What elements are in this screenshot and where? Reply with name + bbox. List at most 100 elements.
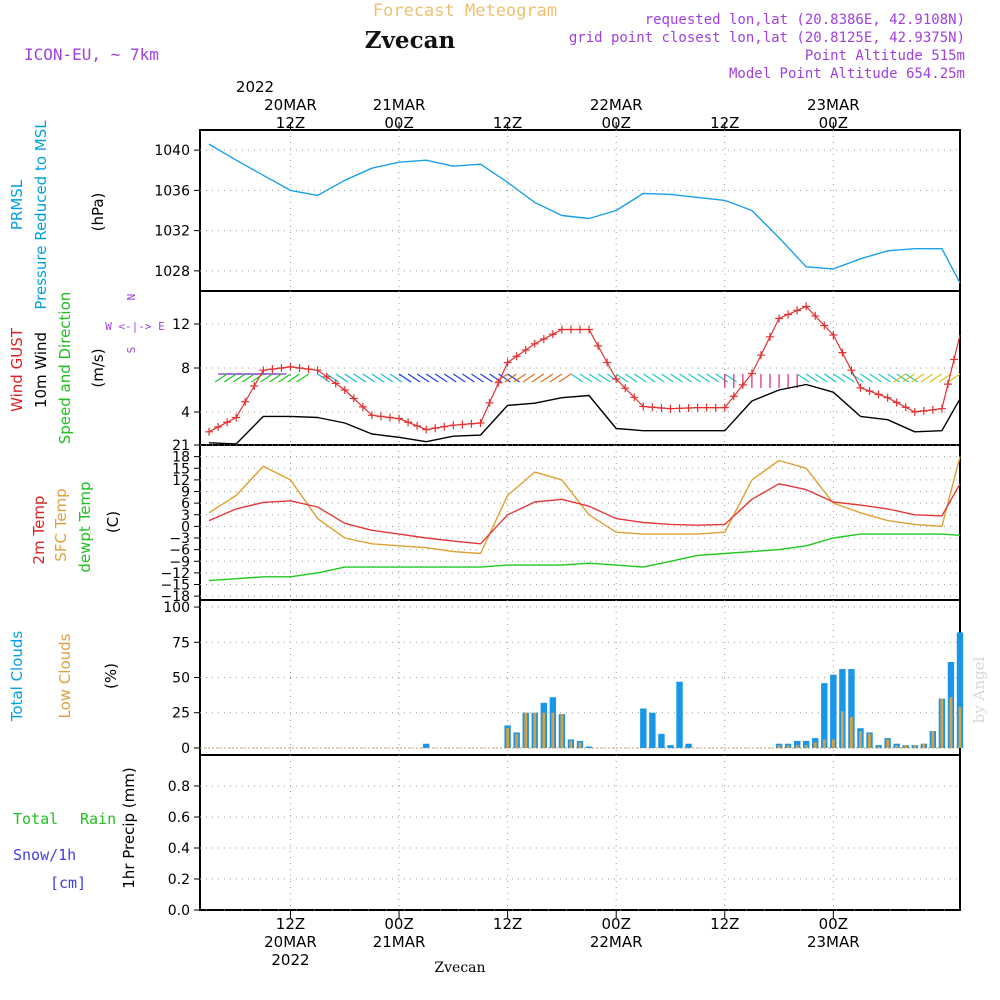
bottom-tick-year: 2022: [271, 951, 309, 969]
wind-barb: [896, 373, 909, 383]
wind-barb: [507, 373, 520, 383]
gust-marker: [485, 398, 494, 407]
gust-marker: [829, 331, 838, 339]
total-cloud-bar: [685, 743, 692, 748]
precip-label-total: Total: [13, 810, 58, 828]
gust-marker: [241, 397, 250, 406]
low-cloud-bar: [777, 745, 781, 748]
gust-marker: [729, 392, 738, 401]
gust-marker: [928, 405, 937, 414]
gust-marker: [666, 404, 675, 413]
gust-marker: [277, 364, 286, 372]
wind-barb: [661, 373, 674, 383]
wind-barb: [398, 373, 412, 383]
gust-marker: [919, 406, 928, 415]
low-cloud-bar: [868, 733, 871, 748]
cloud-labels: Total Clouds Low Clouds (%): [8, 631, 120, 723]
clouds-tick-label: 0: [181, 741, 190, 757]
wind-barb: [443, 373, 457, 383]
low-cloud-bar: [786, 745, 790, 748]
gust-marker: [657, 403, 666, 412]
gridpoint-coordinates: grid point closest lon,lat (20.8125E, 42…: [569, 30, 965, 46]
bottom-tick-time: 12Z: [493, 915, 522, 933]
total-cloud-bar: [658, 733, 665, 748]
total-cloud-bar: [667, 745, 674, 748]
wind-barb: [633, 373, 647, 383]
wind-barb: [624, 373, 638, 383]
wind-barb: [558, 373, 572, 383]
temp-labels: 2m Temp SFC Temp dewpt Temp (C): [30, 481, 122, 572]
low-cloud-bar: [795, 745, 799, 748]
wind-barb: [425, 373, 439, 383]
wind-barb: [796, 373, 810, 383]
pressure-yaxis: 1028 1032 1036 1040: [154, 143, 960, 280]
wind-barb: [522, 373, 536, 383]
wind-barb: [232, 373, 246, 383]
cloud-unit: (%): [102, 663, 120, 689]
wind-barb: [805, 373, 819, 383]
gust-marker: [404, 418, 413, 427]
wind-barb: [697, 373, 710, 383]
wind-barb: [860, 373, 873, 383]
gust-marker: [557, 325, 566, 334]
top-tick-time: 00Z: [602, 114, 631, 132]
precip-tick-label: 0.0: [168, 903, 190, 919]
wind-barb: [498, 373, 511, 383]
point-altitude: Point Altitude 515m: [805, 48, 965, 64]
gust-marker: [603, 358, 612, 367]
total-cloud-bar: [839, 669, 846, 748]
wind-barb: [688, 373, 701, 383]
temp-tick-label: 18: [172, 450, 190, 466]
wind-tick-label: 12: [172, 317, 190, 333]
low-cloud-bar: [922, 743, 926, 748]
gust-marker: [250, 381, 259, 390]
wind-barb: [513, 373, 527, 383]
wind-barb: [869, 373, 882, 383]
compass-north: N: [125, 294, 138, 301]
watermark: by Angel: [970, 656, 988, 723]
wind-barb: [588, 373, 602, 383]
wind-label-dir: Speed and Direction: [56, 292, 74, 445]
gust-marker: [802, 302, 811, 311]
gust-marker: [775, 314, 784, 323]
bottom-tick-date: 23MAR: [807, 933, 860, 951]
precip-labels: Total Rain Snow/1h [cm] 1hr Precip (mm): [13, 767, 138, 892]
gust-marker: [386, 413, 394, 422]
wind-barb: [278, 373, 291, 383]
wind-barb: [495, 373, 508, 383]
gust-marker: [431, 424, 440, 433]
top-tick-date: 21MAR: [373, 96, 426, 114]
temp-tick-label: 6: [181, 496, 190, 512]
wind-yaxis: 4 8 12: [172, 317, 960, 421]
clouds-tick-label: 50: [172, 671, 190, 687]
temp-tick-label: −9: [169, 554, 190, 570]
wind-barb: [251, 373, 264, 383]
wind-barb: [407, 373, 421, 383]
product-title: Forecast Meteogram: [373, 1, 557, 21]
gust-marker: [358, 402, 367, 411]
bottom-tick-time: 00Z: [384, 915, 413, 933]
total-cloud-bar: [802, 740, 810, 748]
gust-marker: [286, 362, 295, 371]
bottom-tick-time: 00Z: [602, 915, 631, 933]
precip-frame: [199, 754, 961, 911]
total-cloud-bar: [640, 708, 647, 748]
temp-tick-label: −6: [169, 543, 190, 559]
low-cloud-bar: [569, 740, 573, 748]
gust-marker: [349, 394, 358, 403]
gust-marker: [476, 419, 485, 427]
gust-marker: [322, 372, 331, 381]
wind-barb: [833, 373, 846, 383]
requested-coordinates: requested lon,lat (20.8386E, 42.9108N): [645, 12, 965, 28]
bottom-tick-time: 12Z: [276, 915, 305, 933]
wind-barb: [878, 373, 891, 383]
total-cloud-bar: [830, 674, 837, 748]
precip-yaxis: 0.0 0.2 0.4 0.6 0.8: [168, 779, 960, 919]
gust-marker: [594, 342, 603, 350]
wind-barb: [670, 373, 683, 383]
wind-label-gust: Wind GUST: [8, 327, 26, 412]
temp-tick-label: 21: [172, 438, 190, 454]
pressure-frame: [199, 129, 961, 292]
wind-barb: [223, 373, 237, 383]
